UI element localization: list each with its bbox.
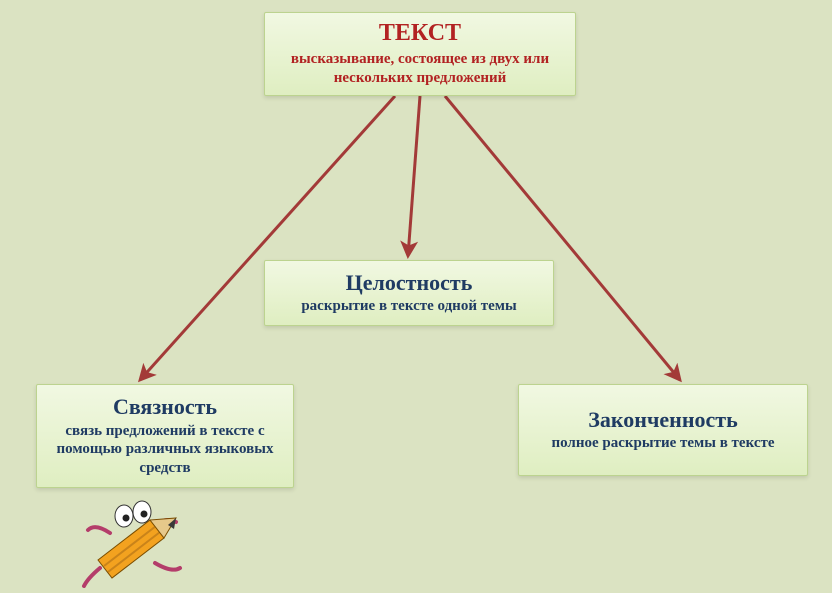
node-right-desc: полное раскрытие темы в тексте	[525, 434, 801, 453]
diagram-canvas: ТЕКСТ высказывание, состоящее из двух ил…	[0, 0, 832, 593]
node-middle: Целостность раскрытие в тексте одной тем…	[264, 260, 554, 326]
node-middle-desc: раскрытие в тексте одной темы	[271, 297, 547, 316]
node-root-desc: высказывание, состоящее из двух или неск…	[271, 50, 569, 88]
node-middle-title: Целостность	[271, 270, 547, 295]
node-right-title: Законченность	[525, 407, 801, 432]
pencil-cartoon-icon	[80, 498, 195, 588]
node-right: Законченность полное раскрытие темы в те…	[518, 384, 808, 476]
node-root: ТЕКСТ высказывание, состоящее из двух ил…	[264, 12, 576, 96]
node-left-title: Связность	[43, 394, 287, 419]
node-root-title: ТЕКСТ	[271, 20, 569, 48]
node-left: Связность связь предложений в тексте с п…	[36, 384, 294, 488]
node-left-desc: связь предложений в тексте с помощью раз…	[43, 422, 287, 478]
